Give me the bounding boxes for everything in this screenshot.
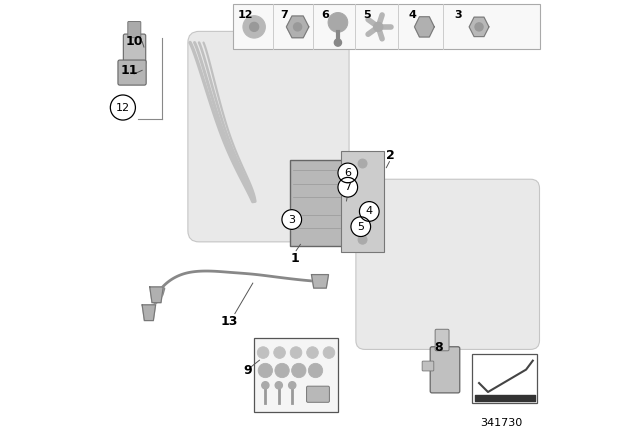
Text: 5: 5 — [357, 222, 364, 232]
Circle shape — [358, 235, 367, 244]
Polygon shape — [287, 16, 308, 38]
Text: 6: 6 — [344, 168, 351, 178]
Circle shape — [282, 210, 301, 229]
FancyBboxPatch shape — [232, 4, 540, 49]
Text: 13: 13 — [220, 315, 237, 328]
Circle shape — [289, 382, 296, 389]
FancyBboxPatch shape — [472, 354, 538, 403]
Circle shape — [334, 39, 342, 46]
FancyBboxPatch shape — [188, 31, 349, 242]
Circle shape — [360, 202, 379, 221]
Text: 3: 3 — [288, 215, 295, 224]
Circle shape — [338, 177, 358, 197]
FancyBboxPatch shape — [430, 347, 460, 393]
Circle shape — [328, 13, 348, 32]
Circle shape — [358, 159, 367, 168]
Text: 6: 6 — [321, 10, 329, 20]
Circle shape — [351, 217, 371, 237]
Text: 2: 2 — [387, 149, 395, 163]
Circle shape — [274, 347, 285, 358]
FancyBboxPatch shape — [128, 22, 141, 38]
Circle shape — [307, 347, 318, 358]
Text: 7: 7 — [280, 10, 289, 20]
Circle shape — [292, 363, 306, 378]
Text: 12: 12 — [116, 103, 130, 112]
Circle shape — [294, 23, 301, 31]
Text: 4: 4 — [365, 207, 373, 216]
Text: 1: 1 — [290, 252, 299, 266]
Circle shape — [262, 382, 269, 389]
FancyBboxPatch shape — [118, 60, 146, 85]
Circle shape — [243, 16, 266, 38]
Circle shape — [275, 363, 289, 378]
Circle shape — [110, 95, 136, 120]
Text: 4: 4 — [409, 10, 417, 20]
Text: 8: 8 — [435, 340, 443, 354]
Text: 10: 10 — [125, 35, 143, 48]
Circle shape — [308, 363, 323, 378]
Circle shape — [338, 163, 358, 183]
Text: 9: 9 — [243, 363, 252, 377]
Text: 3: 3 — [454, 10, 462, 20]
FancyBboxPatch shape — [435, 329, 449, 351]
FancyBboxPatch shape — [289, 160, 344, 246]
FancyBboxPatch shape — [356, 179, 540, 349]
Circle shape — [258, 363, 273, 378]
FancyBboxPatch shape — [341, 151, 384, 252]
Circle shape — [475, 23, 483, 31]
Circle shape — [257, 347, 269, 358]
FancyBboxPatch shape — [124, 34, 146, 65]
Polygon shape — [312, 275, 328, 288]
Polygon shape — [415, 17, 435, 37]
Circle shape — [374, 22, 383, 31]
Circle shape — [290, 347, 302, 358]
Polygon shape — [469, 17, 489, 37]
FancyBboxPatch shape — [422, 361, 434, 371]
Circle shape — [275, 382, 282, 389]
Polygon shape — [142, 305, 156, 320]
Text: 5: 5 — [363, 10, 371, 20]
FancyBboxPatch shape — [254, 338, 338, 412]
Text: 11: 11 — [121, 64, 138, 77]
Circle shape — [323, 347, 335, 358]
Circle shape — [250, 22, 259, 31]
Text: 12: 12 — [237, 10, 253, 20]
FancyBboxPatch shape — [307, 386, 330, 402]
Polygon shape — [150, 287, 163, 303]
Text: 7: 7 — [344, 182, 351, 192]
Text: 341730: 341730 — [480, 418, 523, 428]
